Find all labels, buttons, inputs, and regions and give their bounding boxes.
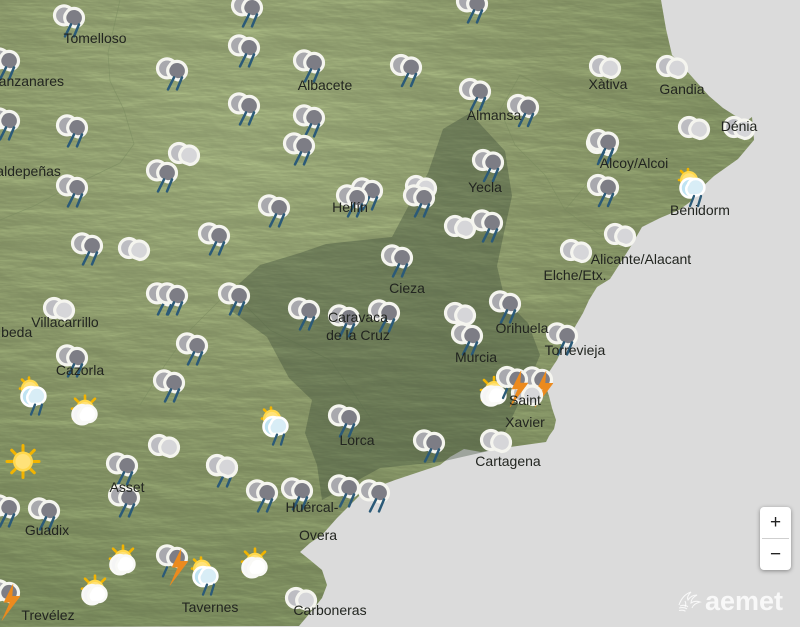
svg-text:Xàtiva: Xàtiva xyxy=(589,76,628,92)
svg-text:Hellín: Hellín xyxy=(332,199,368,215)
svg-text:Villacarrillo: Villacarrillo xyxy=(31,314,99,330)
svg-text:Yecla: Yecla xyxy=(468,179,502,195)
svg-text:Murcia: Murcia xyxy=(455,349,497,365)
svg-text:Manzanares: Manzanares xyxy=(0,73,64,89)
svg-text:Valdepeñas: Valdepeñas xyxy=(0,163,61,179)
svg-text:Úbeda: Úbeda xyxy=(0,324,32,340)
svg-text:Elche/Etx.: Elche/Etx. xyxy=(543,267,606,283)
svg-text:Saint: Saint xyxy=(509,392,541,408)
svg-text:Asset: Asset xyxy=(109,479,144,495)
svg-text:Guadix: Guadix xyxy=(25,522,69,538)
svg-text:Caravaca: Caravaca xyxy=(328,309,388,325)
svg-text:Tomelloso: Tomelloso xyxy=(63,30,126,46)
svg-text:Gandia: Gandia xyxy=(659,81,704,97)
svg-text:Alcoy/Alcoi: Alcoy/Alcoi xyxy=(600,155,668,171)
svg-text:Albacete: Albacete xyxy=(298,77,353,93)
svg-text:Cazorla: Cazorla xyxy=(56,362,104,378)
svg-text:Tavernes: Tavernes xyxy=(182,599,239,615)
svg-text:Trevélez: Trevélez xyxy=(21,607,74,623)
svg-text:Dénia: Dénia xyxy=(721,118,758,134)
svg-text:Cartagena: Cartagena xyxy=(475,453,541,469)
svg-text:Huércal-: Huércal- xyxy=(286,499,339,515)
svg-text:Xavier: Xavier xyxy=(505,414,545,430)
svg-text:Alicante/Alacant: Alicante/Alacant xyxy=(591,251,692,267)
svg-text:Cieza: Cieza xyxy=(389,280,425,296)
svg-text:Orihuela: Orihuela xyxy=(496,320,549,336)
svg-text:de la Cruz: de la Cruz xyxy=(326,327,390,343)
svg-text:Overa: Overa xyxy=(299,527,337,543)
svg-text:Torrevieja: Torrevieja xyxy=(545,342,606,358)
svg-text:Almansa: Almansa xyxy=(467,107,522,123)
svg-text:Benidorm: Benidorm xyxy=(670,202,730,218)
svg-text:Carboneras: Carboneras xyxy=(293,602,366,618)
svg-text:Lorca: Lorca xyxy=(339,432,374,448)
